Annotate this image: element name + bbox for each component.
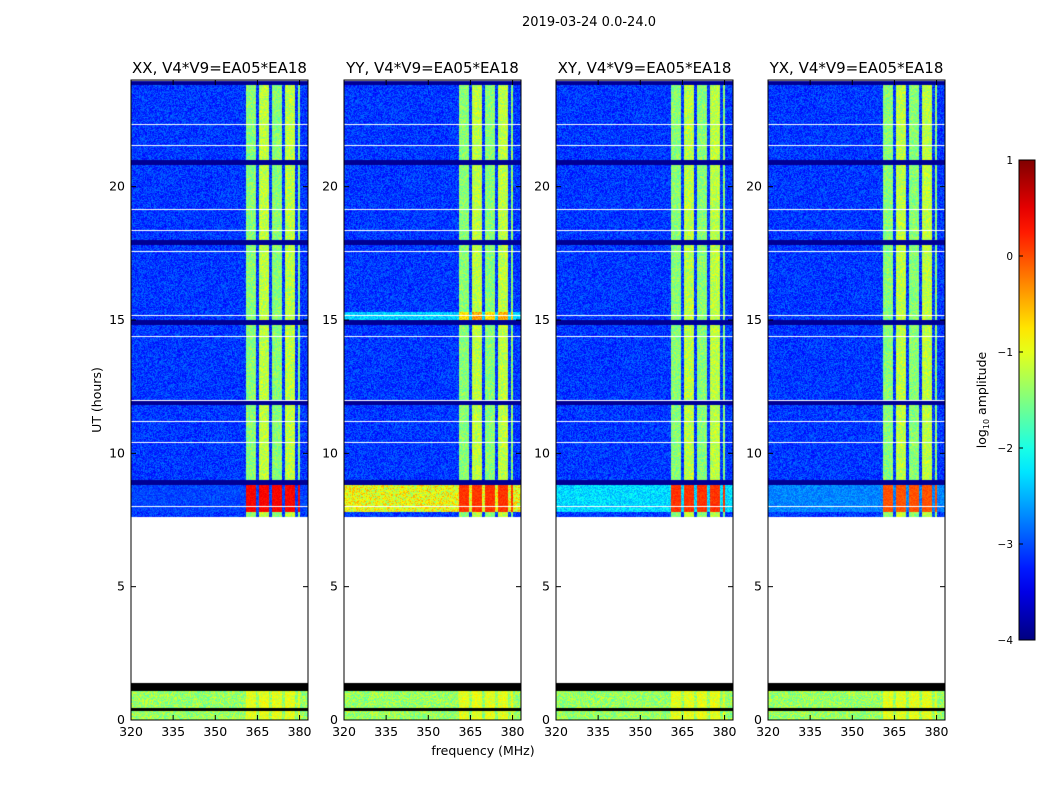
y-tick-label: 5: [117, 579, 125, 594]
panel-frame: [130, 79, 309, 721]
colorbar-tick-label: −3: [998, 539, 1013, 551]
colorbar-label: log10 amplitude: [974, 351, 991, 448]
x-tick-label: 380: [288, 724, 312, 739]
y-tick-label: 20: [109, 179, 125, 194]
y-tick-label: 20: [534, 179, 550, 194]
y-tick-label: 15: [109, 312, 125, 327]
panel-xy: XY, V4*V9=EA05*EA18 320 335 350 365 380 0 5 10 15…: [534, 59, 736, 739]
y-tick-label: 10: [322, 445, 338, 460]
y-tick-label: 5: [754, 579, 762, 594]
spectrum-image: [768, 80, 945, 720]
x-tick-label: 365: [882, 724, 906, 739]
x-tick-label: 380: [501, 724, 525, 739]
y-tick-label: 10: [534, 445, 550, 460]
panel-title: XY, V4*V9=EA05*EA18: [558, 59, 732, 77]
colorbar-label-sub: 10: [982, 419, 991, 429]
y-tick-label: 20: [746, 179, 762, 194]
x-tick-label: 335: [161, 724, 185, 739]
panel-title: YY, V4*V9=EA05*EA18: [345, 59, 519, 77]
panel-frame: [343, 79, 522, 721]
y-tick-label: 5: [330, 579, 338, 594]
y-axis-label: UT (hours): [89, 367, 104, 433]
x-tick-label: 320: [332, 724, 356, 739]
panel-yx: YX, V4*V9=EA05*EA18 320 335 350 365 380 0 5 10 15…: [746, 59, 948, 739]
spectrum-image: [344, 80, 521, 720]
x-tick-label: 320: [544, 724, 568, 739]
figure-title: 2019-03-24 0.0-24.0: [522, 15, 656, 30]
panel-frame: [767, 79, 946, 721]
colorbar-label-main: log: [974, 429, 989, 448]
colorbar-tick-label: −2: [998, 443, 1013, 455]
y-tick-label: 0: [330, 712, 338, 727]
colorbar-tick-label: 1: [1006, 155, 1013, 167]
spectrum-image: [131, 80, 308, 720]
x-tick-label: 380: [925, 724, 949, 739]
x-tick-label: 320: [756, 724, 780, 739]
y-tick-label: 10: [746, 445, 762, 460]
y-tick-label: 5: [542, 579, 550, 594]
y-tick-label: 20: [322, 179, 338, 194]
x-tick-label: 380: [713, 724, 737, 739]
x-tick-label: 335: [586, 724, 610, 739]
x-tick-label: 335: [798, 724, 822, 739]
x-tick-label: 365: [245, 724, 269, 739]
y-tick-label: 0: [754, 712, 762, 727]
colorbar-tick-label: 0: [1006, 251, 1013, 263]
y-tick-label: 15: [322, 312, 338, 327]
panel-frame: [555, 79, 734, 721]
panel-title: XX, V4*V9=EA05*EA18: [132, 59, 307, 77]
x-tick-label: 350: [628, 724, 652, 739]
panel-yy: YY, V4*V9=EA05*EA18 320 335 350 365 380 0 5 10 15…: [322, 59, 524, 739]
colorbar-tick-label: −1: [998, 347, 1013, 359]
y-tick-label: 10: [109, 445, 125, 460]
panels-group: XX, V4*V9=EA05*EA18 320 335 350 365 380 0 5 10 15…: [109, 59, 948, 739]
spectrum-image: [556, 80, 733, 720]
x-tick-label: 350: [203, 724, 227, 739]
x-axis-label: frequency (MHz): [431, 743, 534, 758]
x-tick-label: 350: [416, 724, 440, 739]
colorbar-label-rest: amplitude: [974, 351, 989, 418]
x-tick-label: 350: [840, 724, 864, 739]
x-tick-label: 365: [458, 724, 482, 739]
colorbar: 1 0 −1 −2 −3 −4: [998, 155, 1036, 647]
x-tick-label: 320: [119, 724, 143, 739]
colorbar-tick-label: −4: [998, 635, 1014, 647]
colorbar-gradient: [1018, 159, 1036, 641]
x-tick-label: 335: [374, 724, 398, 739]
y-tick-label: 15: [746, 312, 762, 327]
x-tick-label: 365: [670, 724, 694, 739]
y-tick-label: 15: [534, 312, 550, 327]
panel-title: YX, V4*V9=EA05*EA18: [769, 59, 944, 77]
panel-xx: XX, V4*V9=EA05*EA18 320 335 350 365 380 0 5 10 15…: [109, 59, 311, 739]
y-tick-label: 0: [542, 712, 550, 727]
y-tick-label: 0: [117, 712, 125, 727]
